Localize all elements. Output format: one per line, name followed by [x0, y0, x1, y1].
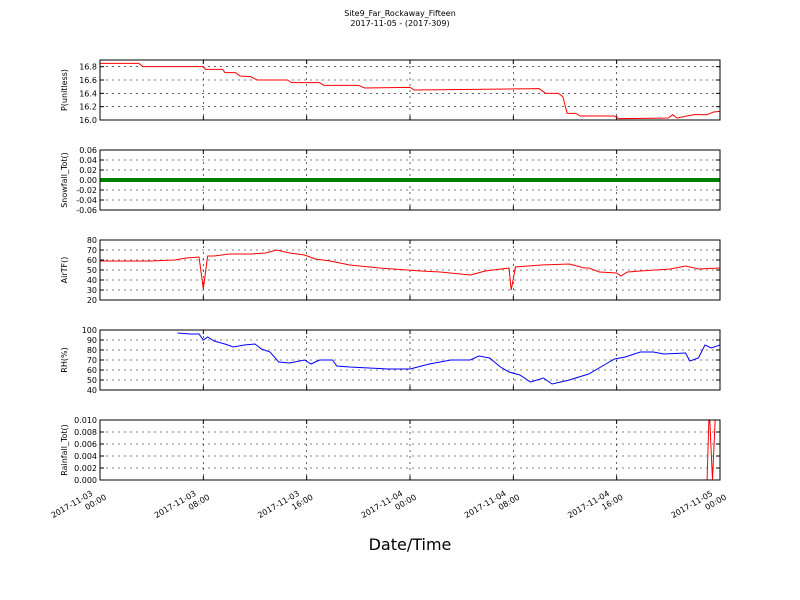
x-axis-label: Date/Time — [369, 535, 452, 554]
data-line — [100, 420, 716, 480]
y-axis-label: Rainfall_Tot() — [60, 424, 69, 476]
x-tick-label: 2017-11-0400:00 — [360, 484, 418, 529]
y-tick-label: -0.06 — [76, 206, 97, 215]
y-tick-label: 16.6 — [79, 76, 97, 85]
y-tick-label: -0.04 — [76, 196, 97, 205]
axes-frame — [99, 149, 721, 211]
y-tick-label: 100 — [82, 326, 97, 335]
y-tick-label: 90 — [87, 336, 97, 345]
y-tick-label: 80 — [87, 236, 97, 245]
x-tick-label: 2017-11-0308:00 — [153, 484, 211, 529]
y-tick-label: 50 — [87, 266, 97, 275]
axes-frame — [99, 239, 721, 301]
y-tick-label: 0.002 — [74, 464, 97, 473]
data-line — [100, 249, 720, 291]
y-tick-label: 0.06 — [79, 146, 97, 155]
data-line — [100, 62, 720, 120]
y-tick-label: 60 — [87, 366, 97, 375]
y-tick-label: 20 — [87, 296, 97, 305]
y-tick-label: 70 — [87, 356, 97, 365]
y-tick-label: 16.2 — [79, 103, 97, 112]
y-axis-label: Snowfall_Tot() — [60, 152, 69, 208]
y-tick-label: 0.004 — [74, 452, 97, 461]
y-tick-label: 30 — [87, 286, 97, 295]
y-tick-label: 0.02 — [79, 166, 97, 175]
figure-subtitle: 2017-11-05 - (2017-309) — [350, 19, 449, 28]
y-tick-label: 0.04 — [79, 156, 97, 165]
y-tick-label: 0.010 — [74, 416, 97, 425]
axes-frame — [99, 329, 721, 391]
x-tick-label: 2017-11-0416:00 — [566, 484, 624, 529]
y-tick-label: 0.006 — [74, 440, 97, 449]
axes-frame — [99, 59, 721, 121]
y-tick-label: 0.008 — [74, 428, 97, 437]
y-tick-label: -0.02 — [76, 186, 97, 195]
y-axis-label: AirTF() — [60, 257, 69, 284]
y-tick-label: 0.000 — [74, 476, 97, 485]
y-tick-label: 80 — [87, 346, 97, 355]
y-tick-label: 16.0 — [79, 116, 97, 125]
figure-title: Site9_Far_Rockaway_Fifteen — [344, 9, 456, 18]
y-tick-label: 16.4 — [79, 89, 97, 98]
y-tick-label: 40 — [87, 386, 97, 395]
x-tick-label: 2017-11-0316:00 — [256, 484, 314, 529]
x-tick-label: 2017-11-0500:00 — [670, 484, 728, 529]
y-tick-label: 40 — [87, 276, 97, 285]
data-line — [177, 332, 720, 385]
y-axis-label: P(unitless) — [60, 69, 69, 111]
y-axis-label: RH(%) — [60, 347, 69, 372]
y-tick-label: 70 — [87, 246, 97, 255]
y-tick-label: 60 — [87, 256, 97, 265]
y-tick-label: 50 — [87, 376, 97, 385]
y-tick-label: 0.00 — [79, 176, 97, 185]
x-tick-label: 2017-11-0300:00 — [50, 484, 108, 529]
y-tick-label: 16.8 — [79, 63, 97, 72]
axes-frame — [99, 419, 721, 481]
x-tick-label: 2017-11-0408:00 — [463, 484, 521, 529]
